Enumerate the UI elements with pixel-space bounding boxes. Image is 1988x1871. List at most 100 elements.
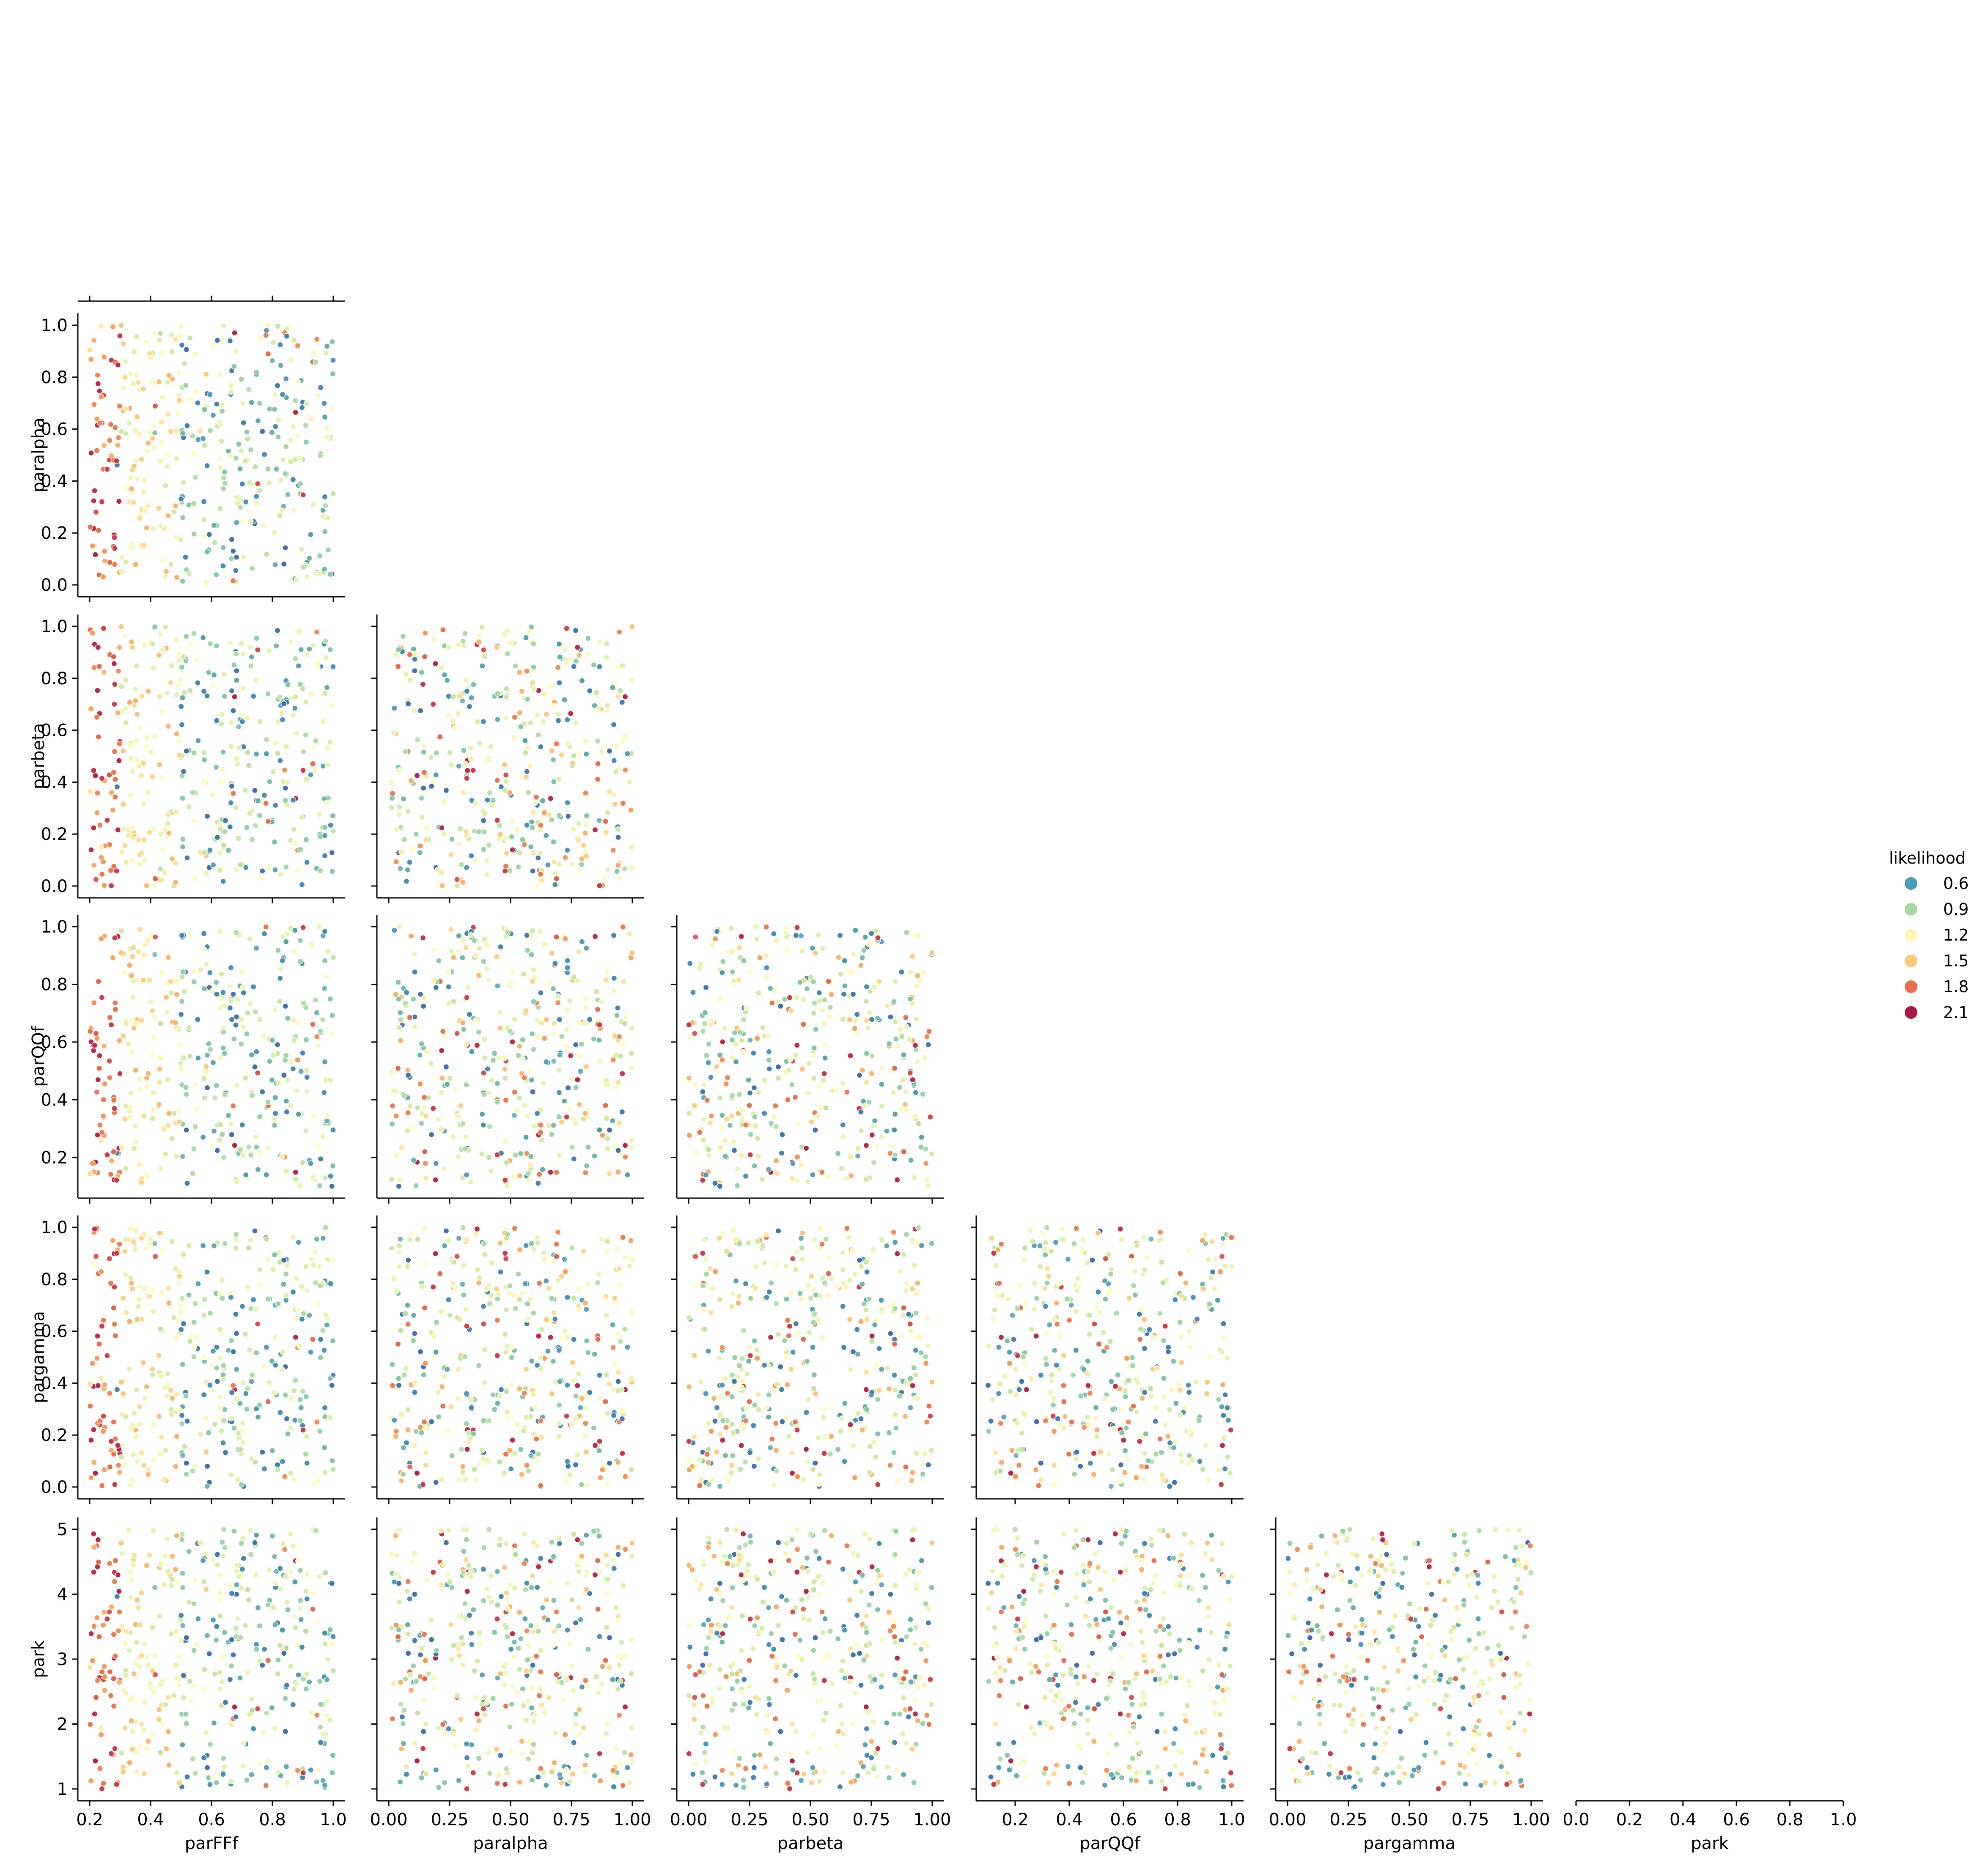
scatter-point [397, 865, 404, 872]
scatter-point [840, 991, 847, 997]
scatter-point [207, 428, 214, 434]
scatter-point [555, 717, 562, 724]
scatter-point [261, 1646, 268, 1652]
scatter-point [141, 477, 148, 484]
scatter-point [418, 669, 425, 675]
scatter-point [925, 1462, 931, 1468]
scatter-point [628, 677, 634, 683]
scatter-point [187, 335, 193, 341]
scatter-point [530, 849, 537, 856]
scatter-point [304, 1596, 310, 1602]
scatter-point [1087, 1460, 1093, 1466]
scatter-point [107, 1464, 113, 1470]
scatter-point [295, 379, 302, 386]
scatter-point [294, 1767, 301, 1774]
scatter-point [555, 1229, 561, 1235]
scatter-point [785, 1097, 791, 1103]
scatter-point [728, 1470, 735, 1476]
scatter-point [279, 1154, 285, 1160]
scatter-point [563, 1413, 570, 1419]
scatter-point [610, 791, 617, 798]
scatter-point [576, 1101, 582, 1108]
scatter-point [237, 1446, 244, 1453]
scatter-point [1033, 1418, 1040, 1425]
scatter-point [94, 1035, 100, 1042]
scatter-point [192, 351, 198, 358]
scatter-point [521, 1390, 527, 1396]
scatter-point [714, 1405, 720, 1411]
scatter-point [897, 1268, 903, 1274]
scatter-point [1085, 1383, 1091, 1389]
scatter-point [579, 1553, 585, 1559]
scatter-point [509, 847, 516, 853]
scatter-point [540, 1250, 547, 1256]
scatter-point [619, 1070, 626, 1077]
scatter-point [187, 1678, 193, 1684]
scatter-point [914, 1395, 921, 1402]
scatter-point [166, 830, 172, 836]
scatter-point [570, 1116, 577, 1122]
scatter-point [569, 760, 576, 766]
scatter-point [135, 379, 142, 386]
scatter-point [463, 1391, 470, 1397]
scatter-point [503, 772, 509, 778]
scatter-point [176, 738, 183, 744]
scatter-point [150, 664, 157, 671]
scatter-point [201, 442, 208, 449]
scatter-point [157, 1230, 163, 1236]
scatter-point [511, 1450, 518, 1457]
scatter-point [400, 633, 406, 639]
scatter-point [184, 422, 190, 429]
scatter-point [854, 1011, 860, 1018]
scatter-point [417, 1052, 423, 1058]
scatter-point [822, 1055, 828, 1061]
scatter-point [1020, 1354, 1026, 1360]
scatter-point [140, 1359, 146, 1366]
scatter-point [867, 1443, 873, 1450]
scatter-point [1060, 1382, 1067, 1389]
scatter-point [119, 1624, 125, 1630]
scatter-point [179, 1361, 186, 1368]
scatter-point [259, 1662, 266, 1668]
scatter-point [599, 1236, 605, 1243]
scatter-point [755, 1089, 762, 1096]
scatter-point [220, 563, 226, 569]
scatter-point [249, 565, 255, 572]
scatter-point [1049, 1372, 1055, 1378]
scatter-point [391, 927, 398, 933]
scatter-point [418, 1040, 425, 1047]
scatter-point [321, 1347, 327, 1353]
scatter-point [231, 363, 237, 370]
scatter-point [610, 684, 616, 691]
scatter-point [134, 756, 140, 763]
scatter-point [901, 1251, 907, 1258]
scatter-point [220, 1526, 227, 1533]
scatter-point [112, 776, 118, 782]
scatter-point [441, 672, 448, 678]
y-tick-label: 0.4 [41, 1090, 68, 1110]
scatter-point [523, 1007, 530, 1014]
scatter-point [423, 1721, 429, 1727]
scatter-point [315, 392, 321, 398]
scatter-point [503, 850, 510, 856]
scatter-point [408, 847, 415, 853]
scatter-point [248, 1152, 254, 1158]
scatter-point [868, 930, 875, 937]
scatter-point [580, 842, 587, 849]
scatter-point [596, 1022, 603, 1028]
scatter-point [803, 1145, 810, 1152]
scatter-point [133, 663, 140, 669]
scatter-point [1117, 1478, 1123, 1484]
scatter-point [1208, 1275, 1214, 1281]
scatter-point [100, 859, 107, 865]
scatter-point [173, 455, 180, 462]
scatter-point [255, 1706, 261, 1712]
scatter-point [168, 1411, 175, 1418]
scatter-point [913, 1450, 920, 1457]
scatter-point [110, 1149, 117, 1155]
scatter-point [118, 1750, 125, 1756]
scatter-point [533, 1436, 540, 1442]
scatter-point [1006, 1360, 1013, 1366]
scatter-point [708, 1113, 714, 1119]
scatter-point [329, 1769, 335, 1776]
